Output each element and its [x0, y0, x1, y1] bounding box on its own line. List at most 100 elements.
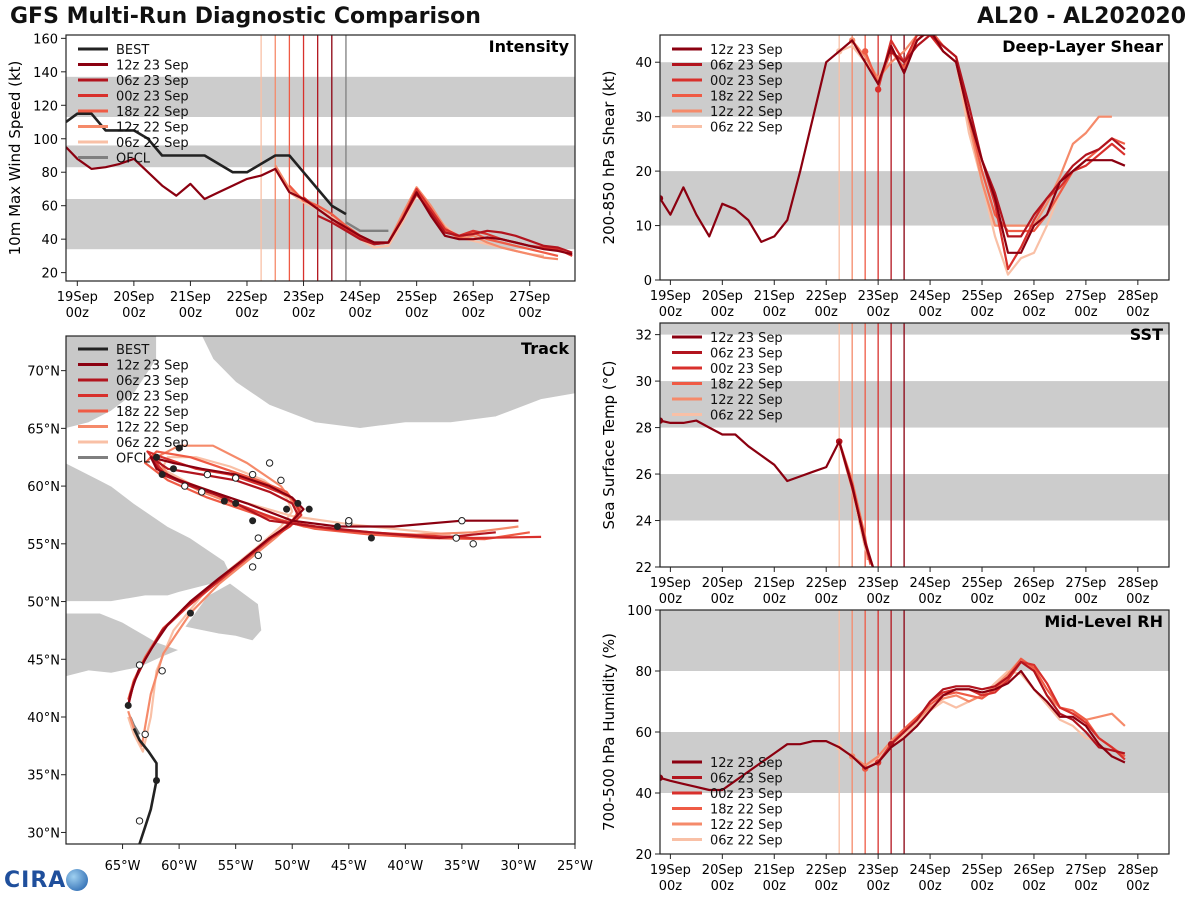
x-tick-label: 00z [711, 879, 735, 894]
y-tick-label: 20 [635, 848, 652, 863]
x-tick-label: 35°W [444, 859, 480, 874]
x-tick-label: 00z [970, 305, 994, 320]
y-tick-label: 0 [644, 274, 652, 289]
x-tick-label: 28Sep [1117, 576, 1158, 591]
legend-label: 12z 23 Sep [710, 331, 783, 346]
series-group [660, 35, 1126, 276]
track-point-filled [169, 465, 177, 473]
legend-label: 18z 22 Sep [710, 803, 783, 818]
legend-label: 12z 23 Sep [710, 756, 783, 771]
legend-label: 12z 23 Sep [116, 359, 189, 374]
x-tick-label: 00z [1126, 305, 1150, 320]
x-tick-label: 24Sep [910, 576, 951, 591]
legend-label: 06z 22 Sep [116, 436, 189, 451]
track-point-filled [124, 701, 132, 709]
track-point-open [248, 470, 257, 479]
track-point-filled [333, 523, 341, 530]
legend-label: 06z 22 Sep [116, 136, 189, 151]
x-tick-label: 65°W [105, 859, 141, 874]
series-line [838, 35, 1087, 276]
x-tick-label: 00z [659, 879, 683, 894]
x-tick-label: 24Sep [340, 290, 381, 305]
x-tick-label: 00z [1022, 305, 1046, 320]
series-group [66, 112, 573, 261]
y-axis-label: 200-850 hPa Shear (kt) [600, 71, 618, 245]
cira-logo-text: CIRA [4, 868, 67, 893]
legend-label: 12z 22 Sep [710, 393, 783, 408]
legend-label: 18z 22 Sep [710, 378, 783, 393]
y-tick-label: 22 [635, 561, 652, 576]
series-line [660, 669, 1126, 792]
legend-label: 18z 22 Sep [116, 405, 189, 420]
plot-frame [65, 34, 576, 282]
legend-label: 06z 22 Sep [710, 834, 783, 849]
series-line [317, 192, 573, 254]
x-tick-label: 00z [918, 592, 942, 607]
x-tick-label: 22Sep [806, 289, 847, 304]
x-tick-label: 24Sep [910, 289, 951, 304]
track-point-open [135, 817, 144, 825]
y-axis-label: 700-500 hPa Humidity (%) [600, 633, 618, 831]
y-tick-label: 26 [635, 468, 652, 483]
shaded-band [660, 171, 1169, 226]
y-tick-label: 35°N [27, 769, 60, 784]
shaded-band [660, 732, 1169, 793]
track-line [132, 727, 158, 844]
rh-chart: 2040608010019Sep00z20Sep00z21Sep00z22Sep… [600, 604, 1170, 894]
series-line [660, 35, 1126, 254]
shaded-band [660, 474, 1169, 521]
x-tick-label: 00z [763, 592, 787, 607]
x-tick-label: 00z [1074, 305, 1098, 320]
track-point-filled [283, 505, 291, 513]
x-tick-label: 00z [711, 305, 735, 320]
x-tick-label: 45°W [331, 859, 367, 874]
x-tick-label: 00z [518, 306, 542, 321]
land-labrador [66, 428, 231, 602]
panel-title: Intensity [489, 37, 570, 56]
series-group [660, 657, 1126, 792]
x-tick-label: 00z [1022, 879, 1046, 894]
panel-title: Mid-Level RH [1044, 612, 1163, 631]
x-tick-label: 00z [866, 305, 890, 320]
y-axis-label: 10m Max Wind Speed (kt) [6, 61, 24, 256]
y-tick-label: 20 [41, 267, 58, 282]
track-point-open [277, 476, 285, 485]
shaded-band [66, 76, 575, 117]
legend-label: 00z 23 Sep [710, 362, 783, 377]
series-line [890, 35, 1126, 238]
track-point-open [254, 534, 262, 542]
x-tick-label: 23Sep [858, 289, 899, 304]
y-tick-label: 30 [635, 111, 652, 126]
x-tick-label: 27Sep [1065, 289, 1106, 304]
x-tick-label: 20Sep [702, 863, 743, 878]
x-tick-label: 00z [122, 306, 146, 321]
panel-title: SST [1130, 325, 1163, 344]
y-tick-label: 55°N [27, 538, 60, 553]
legend-label: BEST [116, 343, 149, 358]
track-point-open [231, 474, 240, 482]
track-point-open [203, 470, 212, 479]
x-tick-label: 00z [763, 879, 787, 894]
track-point-filled [152, 777, 160, 784]
series-line [345, 221, 389, 233]
track-point-filled [152, 453, 160, 461]
y-tick-label: 40°N [27, 711, 60, 726]
legend-label: 00z 23 Sep [116, 90, 189, 105]
x-tick-label: 22Sep [806, 863, 847, 878]
intensity-chart: 2040608010012014016019Sep00z20Sep00z21Se… [6, 32, 576, 321]
x-tick-label: 00z [970, 879, 994, 894]
shaded-band [66, 145, 575, 168]
x-tick-label: 27Sep [1065, 576, 1106, 591]
cira-logo: CIRA [4, 868, 89, 893]
track-point-filled [305, 505, 313, 513]
land-greenland [201, 336, 575, 429]
track-point-open [452, 534, 460, 542]
y-tick-label: 20 [635, 165, 652, 180]
track-point-filled [294, 499, 302, 507]
x-tick-label: 00z [970, 592, 994, 607]
legend-label: 06z 23 Sep [710, 347, 783, 362]
legend-label: 06z 22 Sep [710, 121, 783, 136]
legend-label: 06z 23 Sep [116, 74, 189, 89]
x-tick-label: 23Sep [858, 576, 899, 591]
